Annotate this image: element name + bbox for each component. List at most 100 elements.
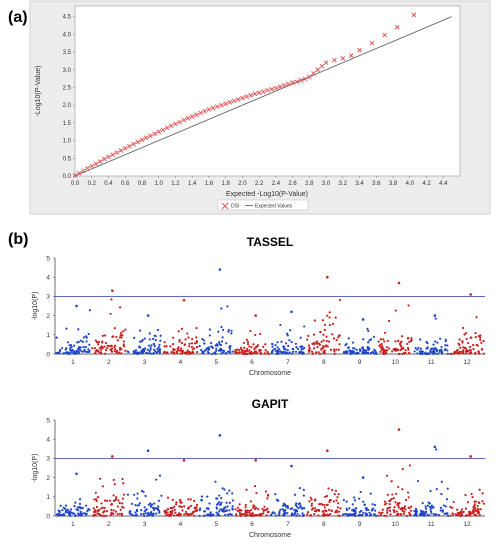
snp-point — [215, 343, 219, 346]
snp-point — [79, 346, 82, 349]
snp-point — [385, 514, 388, 517]
qq-point — [72, 172, 78, 178]
snp-point — [432, 506, 435, 509]
snp-point — [375, 514, 378, 517]
snp-point — [476, 507, 479, 511]
snp-point — [118, 502, 121, 505]
snp-point — [284, 348, 287, 351]
snp-point — [97, 340, 101, 344]
snp-point — [171, 350, 174, 354]
snp-point — [274, 343, 277, 347]
snp-point — [165, 345, 168, 348]
panel-b-label: (b) — [8, 231, 28, 248]
chromosome-label: 10 — [392, 359, 400, 366]
qq-x-tick-label: 0.2 — [88, 181, 97, 187]
snp-point — [410, 509, 413, 512]
snp-point — [383, 331, 387, 334]
snp-point — [295, 514, 298, 517]
snp-point — [158, 348, 161, 351]
snp-point — [348, 507, 351, 510]
snp-point — [57, 513, 60, 516]
qq-x-tick-label: 4.2 — [422, 181, 431, 187]
snp-point — [426, 513, 429, 516]
snp-point — [441, 509, 444, 512]
qq-point — [357, 47, 362, 53]
snp-point — [269, 513, 273, 517]
snp-point — [96, 512, 99, 515]
snp-point — [77, 347, 80, 350]
snp-point — [377, 514, 380, 517]
y-tick-label: 5 — [46, 417, 50, 424]
snp-point — [190, 352, 194, 355]
x-axis-label: Chromosome — [249, 370, 291, 377]
snp-point — [248, 345, 251, 348]
snp-point — [179, 505, 182, 508]
snp-point — [426, 504, 430, 507]
qq-x-tick-label: 0.6 — [121, 181, 130, 187]
snp-point — [458, 343, 461, 347]
qq-legend-box — [217, 199, 309, 211]
snp-point — [414, 347, 417, 350]
snp-point — [403, 505, 407, 508]
snp-point — [420, 512, 423, 515]
snp-point — [228, 346, 231, 349]
qq-point — [135, 139, 141, 145]
snp-point — [308, 347, 311, 350]
snp-point — [475, 316, 478, 319]
snp-point — [133, 514, 136, 517]
snp-point — [385, 474, 389, 477]
snp-point — [401, 347, 405, 350]
snp-point — [464, 507, 468, 510]
snp-point — [226, 350, 229, 354]
snp-point — [174, 503, 178, 506]
snp-point — [95, 498, 98, 501]
snp-point — [158, 509, 161, 512]
snp-point — [434, 317, 437, 320]
snp-point — [100, 507, 103, 510]
qq-point — [177, 119, 182, 125]
snp-point — [345, 342, 348, 346]
snp-point — [94, 352, 97, 355]
snp-point — [410, 505, 413, 508]
snp-point — [219, 503, 222, 507]
snp-point — [410, 339, 413, 343]
snp-point — [74, 501, 77, 504]
snp-point — [244, 506, 247, 509]
snp-point — [396, 513, 400, 516]
snp-point — [153, 334, 156, 337]
snp-point — [84, 335, 88, 338]
snp-point — [109, 312, 112, 315]
snp-point — [154, 338, 157, 342]
snp-point — [178, 340, 181, 343]
snp-point — [61, 509, 64, 512]
qq-point — [315, 67, 321, 73]
snp-point — [124, 328, 127, 331]
snp-point — [332, 337, 336, 340]
snp-point — [145, 351, 148, 354]
snp-point — [62, 506, 65, 509]
snp-point — [316, 346, 319, 349]
snp-point — [231, 499, 234, 502]
y-tick-label: 3 — [46, 456, 50, 463]
snp-point — [323, 349, 326, 352]
qq-point — [81, 168, 86, 174]
snp-point — [158, 474, 162, 477]
snp-point — [318, 502, 321, 506]
qq-point — [202, 108, 208, 114]
snp-point — [103, 499, 107, 502]
snp-point — [163, 510, 166, 513]
snp-point — [338, 334, 341, 337]
snp-point — [169, 514, 173, 517]
snp-point — [158, 343, 161, 346]
snp-point — [392, 348, 395, 351]
snp-point — [482, 502, 485, 505]
y-tick-label: 0 — [46, 351, 50, 358]
snp-point — [242, 513, 246, 516]
snp-point — [195, 336, 198, 339]
snp-point — [206, 513, 209, 516]
snp-point — [432, 343, 435, 346]
qq-points — [72, 12, 417, 178]
qq-point — [164, 125, 170, 131]
snp-point — [460, 508, 464, 511]
snp-point — [184, 510, 188, 514]
